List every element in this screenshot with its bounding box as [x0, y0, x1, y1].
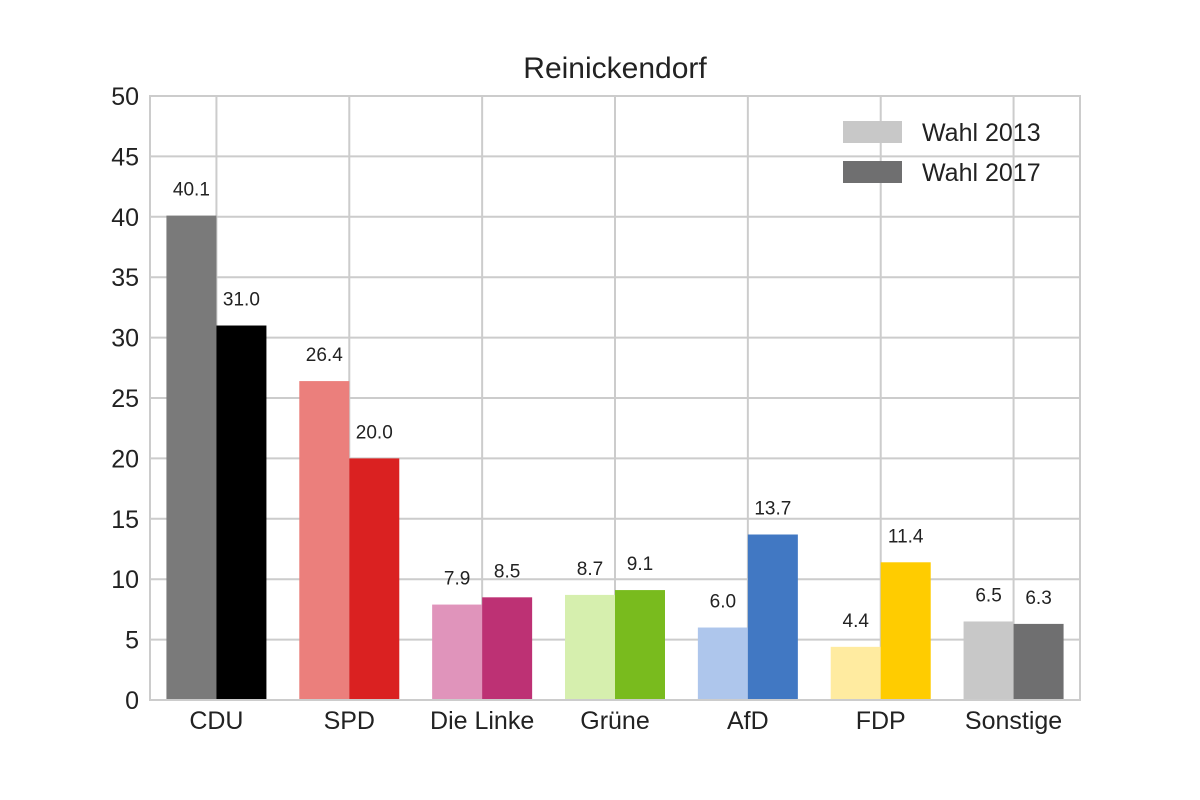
value-label: 26.4: [306, 345, 343, 366]
x-tick-label: CDU: [189, 707, 243, 735]
bar: [482, 597, 533, 700]
value-label: 20.0: [356, 422, 393, 443]
x-tick-label: AfD: [727, 707, 769, 735]
bar: [299, 381, 350, 700]
y-tick-label: 50: [111, 83, 139, 111]
chart-title: Reinickendorf: [523, 52, 707, 85]
x-tick-label: SPD: [324, 707, 375, 735]
value-label: 8.5: [494, 561, 520, 582]
y-tick-label: 35: [111, 264, 139, 292]
bar: [963, 621, 1014, 700]
x-tick-label: Sonstige: [965, 707, 1062, 735]
bar: [830, 646, 881, 700]
value-label: 8.7: [577, 559, 603, 580]
legend: Wahl 2013 Wahl 2017: [843, 119, 1041, 187]
value-label: 11.4: [888, 526, 924, 547]
value-label: 7.9: [444, 569, 470, 590]
y-tick-label: 25: [111, 385, 139, 413]
value-label: 6.0: [710, 592, 736, 613]
x-tick-label: FDP: [856, 707, 906, 735]
y-tick-label: 40: [111, 204, 139, 232]
y-axis-ticks: 0 5 10 15 20 25 30 35 40 45 50: [111, 83, 139, 715]
y-tick-label: 30: [111, 325, 139, 353]
y-tick-label: 15: [111, 506, 139, 534]
bar: [349, 458, 400, 700]
bars-group: [166, 215, 1064, 701]
legend-label: Wahl 2013: [922, 119, 1041, 147]
x-tick-label: Die Linke: [430, 707, 534, 735]
legend-swatch: [843, 161, 902, 183]
bar: [565, 594, 615, 700]
value-label: 6.5: [975, 585, 1001, 606]
value-label: 6.3: [1025, 588, 1051, 609]
y-tick-label: 0: [125, 687, 139, 715]
bar: [1013, 623, 1064, 700]
bar: [166, 215, 217, 701]
legend-swatch: [843, 121, 902, 143]
bar: [747, 534, 798, 700]
value-label: 40.1: [173, 180, 210, 201]
y-tick-label: 5: [125, 627, 139, 655]
value-label: 9.1: [627, 554, 653, 575]
y-tick-label: 10: [111, 566, 139, 594]
value-labels-group: 40.1 31.0 26.4 20.0 7.9 8.5 8.7 9.1 6.0 13.7 4.4 11…: [173, 180, 1052, 632]
plot-frame: [149, 95, 1081, 701]
value-label: 13.7: [754, 499, 791, 520]
y-tick-label: 45: [111, 143, 139, 171]
bar: [880, 562, 931, 700]
bar: [432, 604, 483, 700]
value-label: 4.4: [843, 611, 870, 632]
legend-label: Wahl 2017: [922, 159, 1041, 187]
bar: [615, 590, 665, 700]
x-tick-label: Grüne: [580, 707, 649, 735]
bar: [697, 627, 748, 700]
bar: [216, 325, 267, 700]
y-tick-label: 20: [111, 445, 139, 473]
value-label: 31.0: [223, 290, 260, 311]
x-axis-ticks: CDU SPD Die Linke Grüne AfD FDP Sonstige: [189, 707, 1062, 735]
